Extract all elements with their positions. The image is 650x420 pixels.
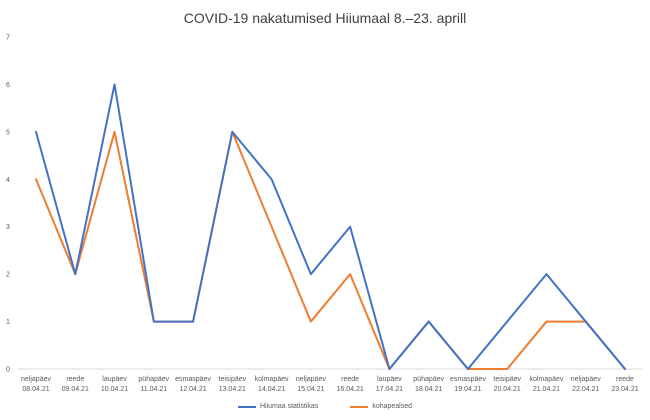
x-tick-label-date: 15.04.21 [297,386,324,393]
data-point-statistics [192,320,194,323]
data-point-statistics [153,320,155,323]
x-tick-label-day: neljapäev [571,376,601,383]
data-point-statistics [506,320,509,323]
x-tick-label-day: laupäev [377,376,402,383]
x-tick-label-date: 17.04.21 [376,386,403,393]
series-line-local [35,130,626,370]
data-point-statistics [74,273,77,275]
y-tick-label: 3 [6,224,10,231]
data-point-statistics [349,225,351,228]
data-point-statistics [624,368,626,370]
data-point-statistics [388,368,391,370]
x-tick-label-day: neljapäev [21,376,51,383]
data-point-local [113,131,116,133]
x-tick-label-day: reede [66,376,84,383]
x-tick-label-date: 13.04.21 [219,386,246,393]
data-point-local [270,225,273,228]
x-tick-label-day: esmaspäev [175,376,211,383]
x-tick-label-date: 12.04.21 [179,386,206,393]
data-point-local [545,320,548,323]
data-point-statistics [270,178,273,181]
data-point-statistics [35,131,37,133]
legend-swatch-statistics [237,405,256,408]
x-tick-label-date: 18.04.21 [415,386,442,393]
legend-label-statistics: Hiiumaa statistikas [259,403,319,410]
x-tick-label-date: 09.04.21 [62,386,89,393]
data-point-local [349,273,351,275]
x-tick-label-date: 16.04.21 [337,386,364,393]
x-tick-label-date: 11.04.21 [140,386,167,393]
legend-label-local: kohapealsed [372,403,413,410]
x-tick-label-date: 14.04.21 [258,386,285,393]
data-point-statistics [113,83,116,86]
chart-title: COVID-19 nakatumised Hiiumaal 8.–23. apr… [183,10,467,26]
x-tick-label-day: teisipäev [219,376,247,383]
x-tick-label-date: 20.04.21 [494,386,521,393]
x-tick-label-day: pühapäev [138,376,169,383]
x-tick-label-date: 08.04.21 [22,386,49,393]
x-tick-label-day: pühapäev [413,376,444,383]
x-tick-label-date: 22.04.21 [572,386,599,393]
data-point-local [506,368,509,370]
y-tick-label: 7 [6,35,10,42]
series-line-statistics [35,83,626,370]
x-tick-label-day: laupäev [102,376,127,383]
data-point-statistics [231,131,234,133]
data-point-local [310,320,312,323]
y-tick-label: 4 [6,177,10,184]
y-tick-label: 5 [6,129,10,136]
y-tick-label: 6 [6,82,10,89]
y-tick-label: 0 [6,367,10,374]
legend-swatch-local [350,405,369,408]
data-point-statistics [427,320,430,323]
data-point-local [35,178,37,181]
legend-item-statistics: Hiiumaa statistikas [237,403,319,410]
x-tick-label-day: teisipäev [493,376,521,383]
x-tick-label-date: 10.04.21 [101,386,128,393]
x-tick-label-date: 21.04.21 [533,386,560,393]
x-tick-label-day: esmaspäev [450,376,486,383]
data-point-statistics [584,320,587,323]
x-tick-label-day: reede [616,376,634,383]
data-point-statistics [545,273,548,275]
x-tick-label-day: kolmapäev [255,376,289,383]
data-point-statistics [310,273,312,275]
data-point-statistics [467,368,469,370]
y-tick-label: 1 [6,319,10,326]
x-tick-label-day: reede [341,376,359,383]
legend: Hiiumaa statistikas kohapealsed [0,403,650,410]
x-tick-label-date: 23.04.21 [611,386,638,393]
x-tick-label-day: kolmapäev [530,376,564,383]
y-tick-label: 2 [6,272,10,279]
x-tick-label-day: neljapäev [296,376,326,383]
x-tick-label-date: 19.04.21 [454,386,481,393]
legend-item-local: kohapealsed [350,403,412,410]
